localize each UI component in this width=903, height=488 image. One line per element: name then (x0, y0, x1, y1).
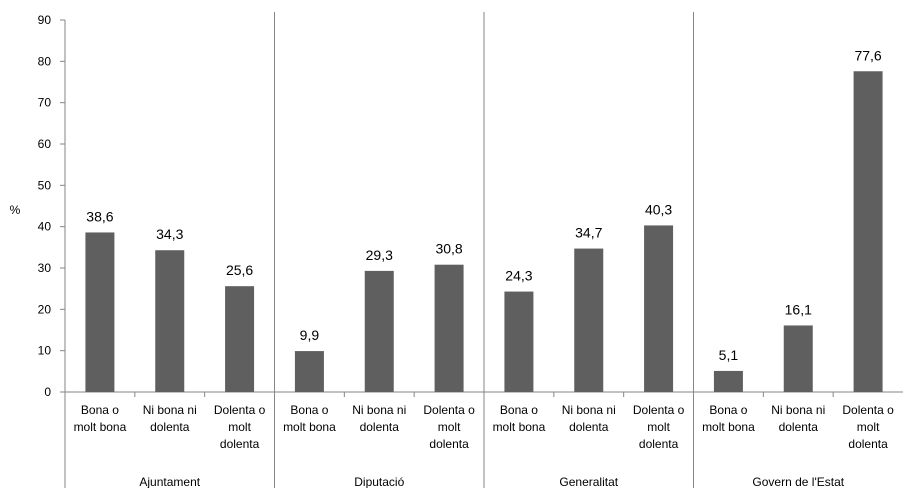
category-label: molt bona (493, 420, 546, 434)
category-label: molt (647, 420, 670, 434)
category-label: dolenta (848, 437, 888, 451)
category-label: molt (857, 420, 880, 434)
data-label: 34,7 (575, 225, 602, 241)
category-label: dolenta (569, 420, 609, 434)
category-label: Dolenta o (633, 403, 685, 417)
bar (434, 264, 464, 392)
category-label: dolenta (429, 437, 469, 451)
category-label: molt bona (283, 420, 336, 434)
category-label: dolenta (360, 420, 400, 434)
data-label: 38,6 (86, 208, 113, 224)
category-label: Bona o (290, 403, 328, 417)
bar (225, 286, 255, 392)
data-label: 40,3 (645, 201, 672, 217)
category-label: Ni bona ni (771, 403, 825, 417)
bar (155, 250, 185, 392)
category-label: molt (438, 420, 461, 434)
bar (85, 232, 115, 392)
category-label: molt bona (702, 420, 755, 434)
y-tick-label: 70 (38, 96, 52, 110)
category-label: dolenta (639, 437, 679, 451)
category-label: Bona o (709, 403, 747, 417)
bar (644, 225, 674, 392)
data-label: 29,3 (366, 247, 393, 263)
bar (574, 248, 604, 392)
y-tick-label: 30 (38, 261, 52, 275)
group-label: Govern de l'Estat (752, 475, 844, 488)
data-label: 34,3 (156, 226, 183, 242)
category-label: Ni bona ni (143, 403, 197, 417)
y-tick-label: 20 (38, 302, 52, 316)
category-label: Dolenta o (423, 403, 475, 417)
data-label: 77,6 (854, 47, 881, 63)
category-label: Bona o (81, 403, 119, 417)
bar (504, 291, 534, 392)
category-label: molt (228, 420, 251, 434)
data-label: 30,8 (435, 241, 462, 257)
category-label: dolenta (150, 420, 190, 434)
category-label: Ni bona ni (352, 403, 406, 417)
data-label: 16,1 (785, 301, 812, 317)
y-tick-label: 60 (38, 137, 52, 151)
bar (294, 351, 324, 392)
group-label: Generalitat (559, 475, 618, 488)
group-label: Diputació (354, 475, 404, 488)
category-label: dolenta (220, 437, 260, 451)
y-tick-label: 0 (44, 385, 51, 399)
category-label: Dolenta o (214, 403, 266, 417)
y-tick-label: 80 (38, 54, 52, 68)
y-tick-label: 40 (38, 220, 52, 234)
category-label: Ni bona ni (562, 403, 616, 417)
y-tick-label: 50 (38, 178, 52, 192)
category-label: dolenta (779, 420, 819, 434)
bar (783, 325, 813, 392)
data-label: 25,6 (226, 262, 253, 278)
data-label: 24,3 (505, 268, 532, 284)
bar (364, 270, 394, 392)
group-label: Ajuntament (139, 475, 200, 488)
category-label: molt bona (74, 420, 127, 434)
y-tick-label: 10 (38, 344, 52, 358)
category-label: Bona o (500, 403, 538, 417)
data-label: 9,9 (300, 327, 320, 343)
bar (853, 71, 883, 393)
data-label: 5,1 (719, 347, 739, 363)
bar (713, 370, 743, 392)
y-tick-label: 90 (38, 13, 52, 27)
y-axis-label: % (10, 203, 21, 217)
category-label: Dolenta o (842, 403, 894, 417)
